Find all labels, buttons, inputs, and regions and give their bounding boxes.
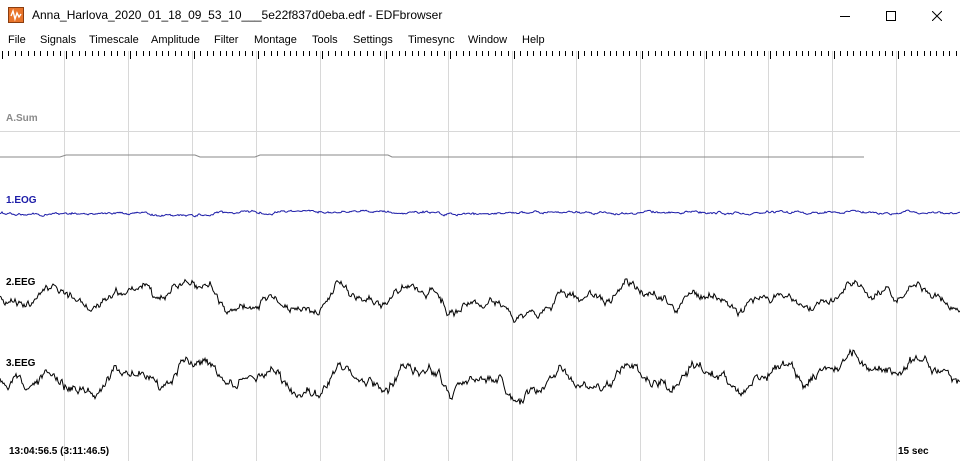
signal-label-eeg-2[interactable]: 2.EEG: [6, 277, 36, 288]
close-icon: [932, 10, 942, 21]
menu-settings[interactable]: Settings: [353, 34, 393, 46]
eog-trace: [0, 209, 960, 218]
minimize-icon: [840, 15, 850, 17]
edfbrowser-app-icon: [8, 7, 24, 23]
menu-file[interactable]: File: [8, 34, 26, 46]
menu-bar: File Signals Timescale Amplitude Filter …: [0, 31, 960, 51]
menu-filter[interactable]: Filter: [214, 34, 239, 46]
window-title: Anna_Harlova_2020_01_18_09_53_10___5e22f…: [32, 8, 443, 22]
maximize-button[interactable]: [868, 0, 914, 31]
time-ruler: [2, 51, 957, 59]
eeg2-trace: [0, 348, 960, 405]
menu-montage[interactable]: Montage: [254, 34, 297, 46]
signal-viewer[interactable]: A.Sum 1.EOG 2.EEG 3.EEG 13:04:56.5 (3:11…: [0, 51, 960, 461]
signal-label-asum[interactable]: A.Sum: [6, 113, 38, 124]
maximize-icon: [886, 10, 896, 21]
eeg1-trace: [0, 278, 960, 324]
time-position-readout: 13:04:56.5 (3:11:46.5): [9, 446, 110, 457]
signal-canvas: [0, 51, 960, 461]
menu-window[interactable]: Window: [468, 34, 508, 46]
time-grid: [0, 51, 960, 461]
signal-label-eog[interactable]: 1.EOG: [6, 195, 37, 206]
signal-label-eeg-3[interactable]: 3.EEG: [6, 358, 36, 369]
menu-tools[interactable]: Tools: [312, 34, 338, 46]
title-bar: Anna_Harlova_2020_01_18_09_53_10___5e22f…: [0, 0, 960, 31]
menu-timesync[interactable]: Timesync: [408, 34, 455, 46]
menu-timescale[interactable]: Timescale: [89, 34, 139, 46]
menu-signals[interactable]: Signals: [40, 34, 77, 46]
menu-amplitude[interactable]: Amplitude: [151, 34, 200, 46]
minimize-button[interactable]: [822, 0, 868, 31]
page-duration-readout: 15 sec: [898, 446, 929, 457]
asum-trace: [0, 154, 864, 158]
close-button[interactable]: [914, 0, 960, 31]
menu-help[interactable]: Help: [522, 34, 545, 46]
